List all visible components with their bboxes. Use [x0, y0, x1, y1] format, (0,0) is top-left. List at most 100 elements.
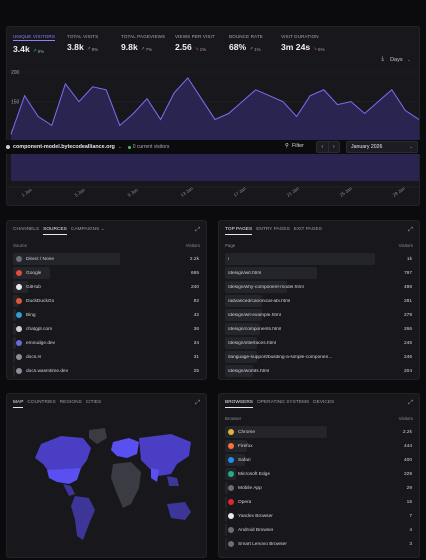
row-value: 246: [403, 354, 412, 360]
tab-sources[interactable]: SOURCES: [43, 227, 67, 235]
row-bar: [225, 426, 327, 438]
list-item[interactable]: /design/interfaces.html 246: [225, 336, 413, 350]
tab-channels[interactable]: CHANNELS: [13, 227, 40, 232]
stat-bounce-rate[interactable]: BOUNCE RATE 68% ↗ 1%: [229, 32, 279, 58]
map-greenland: [89, 428, 107, 444]
row-value: 2.2k: [189, 256, 199, 262]
expand-icon[interactable]: ⤢: [408, 400, 413, 406]
stat-value: 3.4k: [13, 44, 30, 54]
map-australia: [167, 502, 191, 520]
expand-icon[interactable]: ⤢: [195, 400, 200, 406]
devices-tabs: BROWSERS OPERATING SYSTEMS DEVICES: [225, 400, 334, 408]
interval-controls: ⤓ Days ⌄: [381, 56, 411, 63]
docsrs-icon: [16, 354, 22, 360]
list-item[interactable]: DuckDuckGo 82: [13, 294, 200, 308]
list-item[interactable]: Mobile App 29: [225, 481, 413, 495]
row-bar: [225, 524, 227, 536]
list-item[interactable]: /design/why-component-model.html 498: [225, 280, 413, 294]
tab-cities[interactable]: CITIES: [85, 400, 102, 405]
list-item[interactable]: /design/wit.html 797: [225, 266, 413, 280]
safari-icon: [228, 457, 234, 463]
tab-map[interactable]: MAP: [13, 400, 24, 408]
series-line: [10, 77, 419, 135]
next-period-button[interactable]: ›: [327, 142, 340, 152]
row-value: 42: [193, 312, 199, 318]
tab-regions[interactable]: REGIONS: [59, 400, 82, 405]
table-header: Browser Visitors: [225, 416, 413, 421]
expand-icon[interactable]: ⤢: [408, 227, 413, 233]
period-select[interactable]: January 2026 ⌄: [346, 141, 418, 153]
prev-period-button[interactable]: ‹: [321, 144, 324, 150]
row-value: 665: [190, 270, 199, 276]
interval-select[interactable]: Days ⌄: [390, 56, 411, 63]
list-item[interactable]: / 1k: [225, 252, 413, 266]
stat-unique-visitors[interactable]: UNIQUE VISITORS 3.4k ↗ 9%: [13, 32, 65, 58]
list-item[interactable]: /advanced/canonical-abi.html 281: [225, 294, 413, 308]
x-tick-label: 5 Jan: [74, 187, 86, 198]
list-item[interactable]: Google 665: [13, 266, 200, 280]
row-label: Yandex Browser: [225, 513, 273, 519]
chevron-down-icon: ⌄: [100, 227, 105, 232]
tab-campaigns[interactable]: CAMPAIGNS ⌄: [70, 227, 105, 232]
list-item[interactable]: GitHub 240: [13, 280, 200, 294]
stat-total-pageviews[interactable]: TOTAL PAGEVIEWS 9.8k ↗ 7%: [121, 32, 173, 58]
row-label: docs.wasmtime.dev: [13, 368, 68, 374]
row-bar: [13, 323, 17, 335]
live-dot-icon: [127, 145, 131, 149]
world-map[interactable]: [21, 424, 196, 549]
stat-views-per-visit[interactable]: VIEWS PER VISIT 2.56 ↘ 1%: [175, 32, 227, 58]
yandex-icon: [228, 513, 234, 519]
row-bar: [225, 295, 262, 307]
list-item[interactable]: Firefox 444: [225, 439, 413, 453]
tab-entry-pages[interactable]: ENTRY PAGES: [256, 227, 290, 232]
list-item[interactable]: /design/wit-example.html 279: [225, 308, 413, 322]
tab-exit-pages[interactable]: EXIT PAGES: [293, 227, 322, 232]
x-tick-label: 1 Jan: [21, 187, 33, 198]
list-item[interactable]: chatgpt.com 36: [13, 322, 200, 336]
row-label: Mobile App: [225, 485, 262, 491]
list-item[interactable]: Smart Lenovo Browser 3: [225, 537, 413, 551]
list-item[interactable]: Direct / None 2.2k: [13, 252, 200, 266]
row-label: docs.rs: [13, 354, 41, 360]
stat-delta: ↘ 1%: [194, 46, 207, 52]
download-icon[interactable]: ⤓: [381, 56, 385, 62]
list-item[interactable]: Yandex Browser 7: [225, 509, 413, 523]
google-icon: [16, 270, 22, 276]
tab-top-pages[interactable]: TOP PAGES: [225, 227, 253, 235]
tab-operating-systems[interactable]: OPERATING SYSTEMS: [257, 400, 310, 405]
stat-value: 2.56: [175, 42, 192, 52]
tab-browsers[interactable]: BROWSERS: [225, 400, 253, 408]
tab-devices[interactable]: DEVICES: [313, 400, 335, 405]
link-icon: [16, 256, 22, 262]
table-header: Source Visitors: [13, 243, 200, 248]
list-item[interactable]: Microsoft Edge 229: [225, 467, 413, 481]
list-item[interactable]: docs.wasmtime.dev 25: [13, 364, 200, 378]
duckduckgo-icon: [16, 298, 22, 304]
stat-visit-duration[interactable]: VISIT DURATION 3m 24s ↘ 5%: [281, 32, 337, 58]
list-item[interactable]: /language-support/building-a-simple-comp…: [225, 350, 413, 364]
filter-button[interactable]: ⚲ Filter: [285, 143, 304, 149]
row-value: 279: [403, 312, 412, 318]
stat-value: 3.8k: [67, 42, 84, 52]
expand-icon[interactable]: ⤢: [195, 227, 200, 233]
row-value: 7: [409, 513, 412, 519]
site-toolbar: component-model.bytecodealliance.org ⌄ 0…: [0, 140, 426, 154]
chevron-down-icon: ⌄: [407, 56, 411, 62]
list-item[interactable]: docs.rs 31: [13, 350, 200, 364]
list-item[interactable]: Bing 42: [13, 308, 200, 322]
row-value: 281: [403, 298, 412, 304]
list-item[interactable]: Opera 15: [225, 495, 413, 509]
list-item[interactable]: Chrome 2.2k: [225, 425, 413, 439]
stat-total-visits[interactable]: TOTAL VISITS 3.8k ↗ 8%: [67, 32, 119, 58]
current-visitors[interactable]: 0 current visitors: [132, 144, 170, 150]
mobile-app-icon: [228, 485, 234, 491]
list-item[interactable]: Android Browser 4: [225, 523, 413, 537]
x-tick-label: 9 Jan: [127, 187, 139, 198]
list-item[interactable]: emnudge.dev 34: [13, 336, 200, 350]
tab-countries[interactable]: COUNTRIES: [27, 400, 56, 405]
list-item[interactable]: /design/components.html 266: [225, 322, 413, 336]
list-item[interactable]: Safari 400: [225, 453, 413, 467]
list-item[interactable]: /design/worlds.html 204: [225, 364, 413, 378]
map-europe: [111, 438, 139, 458]
site-switcher[interactable]: component-model.bytecodealliance.org: [13, 144, 115, 150]
